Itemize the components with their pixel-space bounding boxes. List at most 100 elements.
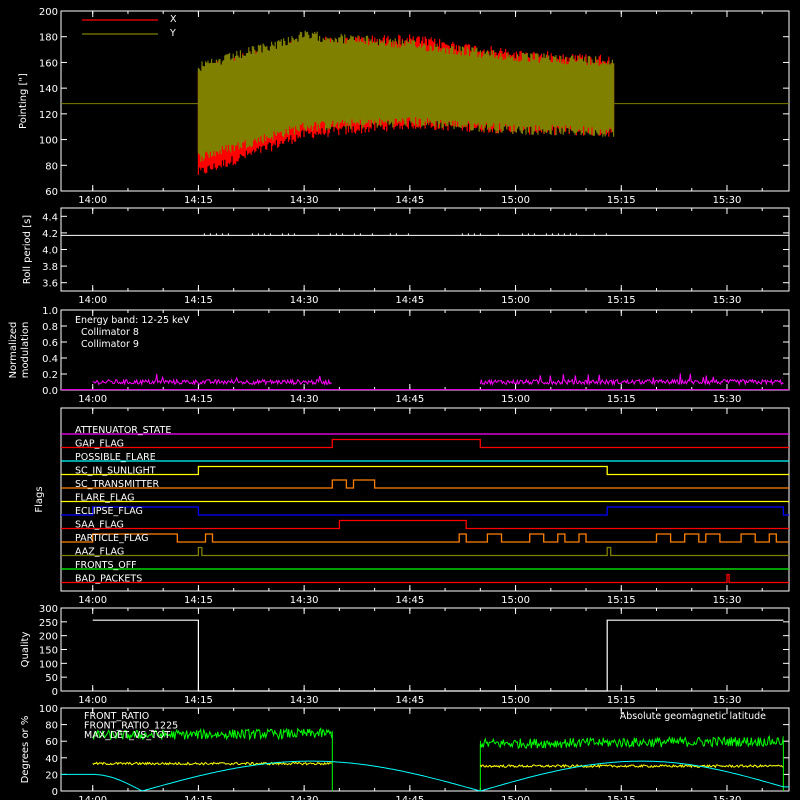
- pointing-ytick-label: 180: [39, 33, 58, 44]
- pointing-xtick-label: 14:30: [290, 195, 319, 206]
- flags-xtick-label: 14:15: [184, 595, 213, 606]
- modulation-ytick-label: 0.8: [42, 322, 58, 333]
- modulation-ytick-label: 0.4: [42, 354, 58, 365]
- modulation-xtick-label: 14:00: [78, 394, 107, 405]
- flag-label-aaz-flag: AAZ_FLAG: [75, 547, 124, 558]
- ratios-legend-label: FRONT_RATIO_1225: [84, 721, 178, 732]
- modulation-series-collimator-9: [92, 374, 332, 387]
- flag-line-aaz-flag: [61, 546, 789, 557]
- ratios-ytick-label: 0: [52, 787, 58, 798]
- roll-ytick-label: 4.2: [42, 229, 58, 240]
- quality-xtick-label: 14:30: [290, 695, 319, 706]
- quality-ytick-label: 250: [39, 618, 58, 629]
- ratios-ytick-label: 60: [45, 737, 58, 748]
- quality-ytick-label: 300: [39, 604, 58, 615]
- roll-xtick-label: 15:30: [713, 295, 742, 306]
- flags-xtick-label: 15:30: [713, 595, 742, 606]
- ratios-series-front-ratio-1225: [92, 727, 333, 741]
- modulation-series-collimator-9: [479, 373, 784, 387]
- flag-line-gap-flag: [61, 438, 789, 449]
- pointing-ytick-label: 140: [39, 84, 58, 95]
- quality-ytick-label: 150: [39, 646, 58, 657]
- ratios-series-front-ratio-1225: [479, 734, 784, 750]
- flag-label-possible-flare: POSSIBLE_FLARE: [75, 452, 156, 463]
- pointing-frame: [60, 10, 790, 192]
- modulation-xtick-label: 15:15: [607, 394, 636, 405]
- flags-xtick-label: 14:30: [290, 595, 319, 606]
- pointing-ytick-label: 60: [45, 187, 58, 198]
- ratios-xtick-label: 14:15: [184, 795, 213, 800]
- ratios-frame: [60, 707, 790, 792]
- roll-ytick-label: 3.8: [42, 262, 58, 273]
- flag-label-flare-flag: FLARE_FLAG: [75, 493, 135, 504]
- ratios-legend-label: MAX_DET_VS_TOT: [84, 730, 170, 741]
- pointing-xtick-label: 14:15: [184, 195, 213, 206]
- modulation-ylabel-line1: Normalized: [8, 322, 19, 379]
- flag-label-bad-packets: BAD_PACKETS: [75, 574, 142, 585]
- quality-xtick-label: 14:00: [78, 695, 107, 706]
- ratios-ytick-label: 100: [39, 704, 58, 715]
- roll-xtick-label: 14:45: [395, 295, 424, 306]
- modulation-energy-band: Energy band: 12-25 keV: [75, 315, 190, 326]
- modulation-xtick-label: 14:30: [290, 394, 319, 405]
- flag-line-sc-in-sunlight: [61, 465, 789, 476]
- roll-xtick-label: 14:15: [184, 295, 213, 306]
- modulation-ylabel-line2: modulation: [20, 322, 31, 379]
- ratios-series-front-ratio: [479, 763, 784, 769]
- flag-line-bad-packets: [61, 573, 789, 584]
- roll-frame: [60, 207, 790, 292]
- pointing-legend-label: Y: [169, 28, 176, 39]
- flag-line-particle-flag: [61, 533, 789, 543]
- roll-xtick-label: 14:00: [78, 295, 107, 306]
- quality-xtick-label: 15:00: [501, 695, 530, 706]
- modulation-legend-label: Collimator 8: [81, 327, 139, 338]
- ratios-series-front-ratio: [92, 761, 332, 766]
- roll-ytick-label: 3.6: [42, 279, 58, 290]
- flag-label-gap-flag: GAP_FLAG: [75, 439, 124, 450]
- flag-label-fronts-off: FRONTS_OFF: [75, 560, 137, 571]
- flags-frame: [60, 407, 790, 592]
- quality-ytick-label: 100: [39, 659, 58, 670]
- flag-label-eclipse-flag: ECLIPSE_FLAG: [75, 506, 143, 517]
- ratios-xtick-label: 15:15: [607, 795, 636, 800]
- quality-ylabel: Quality: [20, 632, 31, 668]
- pointing-xtick-label: 14:45: [395, 195, 424, 206]
- quality-xtick-label: 15:30: [713, 695, 742, 706]
- pointing-series-y: [197, 30, 615, 162]
- quality-ytick-label: 200: [39, 632, 58, 643]
- flags-xtick-label: 15:00: [501, 595, 530, 606]
- pointing-ytick-label: 120: [39, 110, 58, 121]
- flag-label-particle-flag: PARTICLE_FLAG: [75, 533, 148, 544]
- roll-xtick-label: 15:00: [501, 295, 530, 306]
- flag-label-attenuator-state: ATTENUATOR_STATE: [75, 425, 171, 436]
- roll-xtick-label: 14:30: [290, 295, 319, 306]
- flags-ylabel: Flags: [34, 486, 45, 512]
- flags-xtick-label: 14:00: [78, 595, 107, 606]
- pointing-ylabel: Pointing ["]: [18, 73, 29, 129]
- quality-ytick-label: 0: [52, 687, 58, 698]
- flag-label-sc-transmitter: SC_TRANSMITTER: [75, 479, 160, 490]
- ratios-legend-label: FRONT_RATIO: [84, 711, 149, 722]
- modulation-ytick-label: 0.0: [42, 386, 58, 397]
- quality-xtick-label: 15:15: [607, 695, 636, 706]
- pointing-ytick-label: 100: [39, 136, 58, 147]
- ratios-ytick-label: 80: [45, 721, 58, 732]
- ratios-xtick-label: 15:30: [713, 795, 742, 800]
- pointing-ytick-label: 160: [39, 58, 58, 69]
- ratios-xtick-label: 14:45: [395, 795, 424, 800]
- modulation-xtick-label: 14:15: [184, 394, 213, 405]
- modulation-legend-label: Collimator 9: [81, 339, 139, 350]
- quality-xtick-label: 14:45: [395, 695, 424, 706]
- pointing-xtick-label: 15:30: [713, 195, 742, 206]
- modulation-ytick-label: 1.0: [42, 306, 58, 317]
- ratios-xtick-label: 14:30: [290, 795, 319, 800]
- roll-ylabel: Roll period [s]: [22, 215, 33, 284]
- ratios-series-absolute-geomagnetic-latitude: [61, 760, 789, 792]
- modulation-ytick-label: 0.2: [42, 370, 58, 381]
- pointing-xtick-label: 14:00: [78, 195, 107, 206]
- flag-label-sc-in-sunlight: SC_IN_SUNLIGHT: [75, 466, 156, 477]
- flag-label-saa-flag: SAA_FLAG: [75, 520, 124, 531]
- ratios-ylabel: Degrees or %: [20, 716, 31, 784]
- pointing-ytick-label: 200: [39, 7, 58, 18]
